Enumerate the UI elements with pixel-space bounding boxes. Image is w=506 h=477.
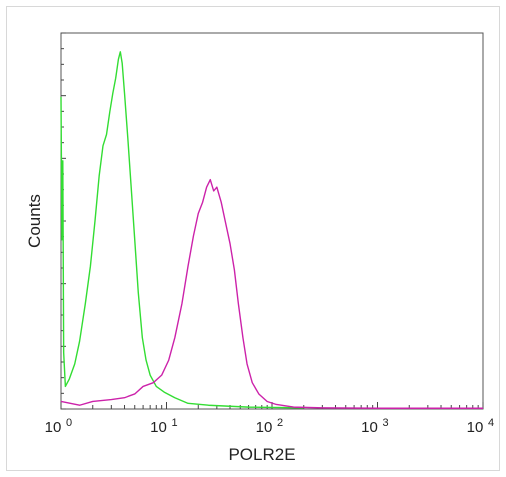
x-tick-label: 10 <box>467 419 484 436</box>
series-line-1 <box>60 51 304 409</box>
x-axis-label: POLR2E <box>228 445 295 464</box>
series-layer <box>60 51 483 409</box>
x-tick-label: 10 <box>45 419 62 436</box>
x-axis-tick-labels: 10 0 10 1 10 2 10 3 10 4 <box>45 417 494 436</box>
x-tick-label: 10 <box>256 419 273 436</box>
x-tick-exponent: 0 <box>66 417 72 429</box>
x-tick-exponent: 3 <box>383 417 389 429</box>
x-tick-label: 10 <box>361 419 378 436</box>
x-tick-exponent: 4 <box>488 417 494 429</box>
x-tick-exponent: 2 <box>277 417 283 429</box>
series-line-2 <box>60 178 483 409</box>
x-tick-exponent: 1 <box>172 417 178 429</box>
chart-frame <box>6 6 500 471</box>
y-axis-label: Counts <box>25 194 44 248</box>
x-tick-label: 10 <box>150 419 167 436</box>
